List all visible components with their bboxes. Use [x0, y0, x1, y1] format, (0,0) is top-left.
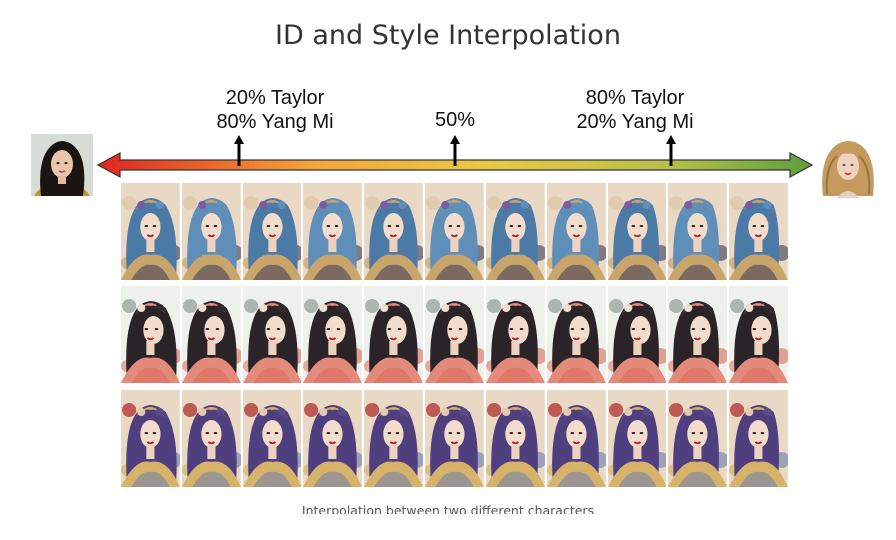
marker-arrow-head — [234, 135, 244, 144]
generated-portrait-image — [546, 286, 606, 383]
label-line: 80% Yang Mi — [216, 111, 334, 133]
generated-portrait-image — [303, 183, 363, 280]
generated-portrait-image — [425, 286, 484, 383]
image-row — [121, 286, 788, 383]
label-50: 50% — [434, 109, 476, 131]
interpolation-image-grid — [121, 183, 788, 487]
label-line: 20% Taylor — [225, 87, 325, 109]
interpolation-arrow — [96, 135, 814, 179]
generated-portrait-image — [729, 286, 788, 383]
taylor-photo — [817, 136, 879, 198]
generated-portrait-image — [242, 286, 302, 383]
generated-portrait-image — [303, 390, 363, 487]
label-20-80: 20% Taylor 80% Yang Mi — [195, 86, 355, 134]
label-line: 80% Taylor — [585, 87, 685, 109]
marker-arrow-head — [450, 135, 460, 144]
generated-portrait-image — [729, 390, 788, 487]
generated-portrait-image — [425, 390, 484, 487]
generated-portrait-image — [546, 183, 606, 280]
generated-portrait-image — [668, 183, 728, 280]
figure-caption: Interpolation between two different char… — [301, 503, 595, 514]
generated-portrait-image — [242, 390, 302, 487]
generated-portrait-image — [729, 183, 788, 280]
generated-portrait-image — [425, 183, 484, 280]
generated-portrait-image — [546, 390, 606, 487]
generated-portrait-image — [364, 390, 424, 487]
generated-portrait-image — [121, 286, 180, 383]
generated-portrait-image — [181, 390, 241, 487]
generated-portrait-image — [485, 183, 545, 280]
label-line: 20% Yang Mi — [576, 111, 694, 133]
generated-portrait-image — [607, 183, 667, 280]
image-row — [121, 390, 788, 487]
marker-arrow-head — [666, 135, 676, 144]
generated-portrait-image — [668, 286, 728, 383]
generated-portrait-image — [181, 286, 241, 383]
generated-portrait-image — [485, 286, 545, 383]
generated-portrait-image — [121, 390, 180, 487]
generated-portrait-image — [607, 390, 667, 487]
generated-portrait-image — [668, 390, 728, 487]
yang-mi-photo — [31, 134, 93, 196]
generated-portrait-image — [364, 183, 424, 280]
figure-title: ID and Style Interpolation — [275, 20, 621, 51]
generated-portrait-image — [364, 286, 424, 383]
generated-portrait-image — [485, 390, 545, 487]
generated-portrait-image — [607, 286, 667, 383]
generated-portrait-image — [303, 286, 363, 383]
generated-portrait-image — [121, 183, 180, 280]
generated-portrait-image — [242, 183, 302, 280]
label-80-20: 80% Taylor 20% Yang Mi — [555, 86, 715, 134]
generated-portrait-image — [181, 183, 241, 280]
image-row — [121, 183, 788, 280]
